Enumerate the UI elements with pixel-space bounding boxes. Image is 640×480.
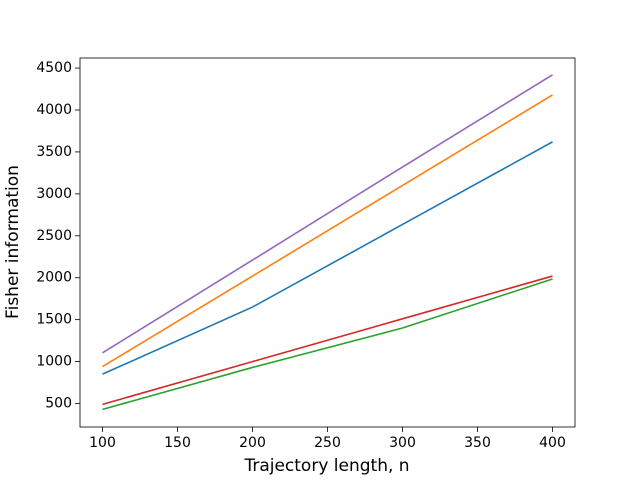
- plot-frame: [79, 57, 576, 428]
- series-line: [102, 278, 553, 411]
- y-tick-label: 4000: [36, 102, 72, 118]
- series-line: [102, 275, 553, 406]
- y-tick-label: 2000: [36, 270, 72, 286]
- y-tick-label: 500: [45, 396, 72, 412]
- y-axis-label: Fisher information: [3, 165, 23, 319]
- y-tick-label: 3000: [36, 186, 72, 202]
- x-tick-label: 200: [239, 435, 266, 451]
- x-tick-label: 350: [464, 435, 491, 451]
- series-line: [102, 141, 553, 375]
- series-line: [102, 94, 553, 368]
- y-tick-label: 2500: [36, 228, 72, 244]
- y-tick-label: 1000: [36, 354, 72, 370]
- x-tick-label: 150: [164, 435, 191, 451]
- x-axis-label: Trajectory length, n: [243, 456, 409, 476]
- y-tick-label: 1500: [36, 312, 72, 328]
- x-tick-label: 400: [539, 435, 566, 451]
- y-tick-label: 3500: [36, 144, 72, 160]
- y-tick-label: 4500: [36, 60, 72, 76]
- x-tick-label: 250: [314, 435, 341, 451]
- series-line: [102, 74, 553, 354]
- x-tick-label: 100: [89, 435, 116, 451]
- x-tick-label: 300: [389, 435, 416, 451]
